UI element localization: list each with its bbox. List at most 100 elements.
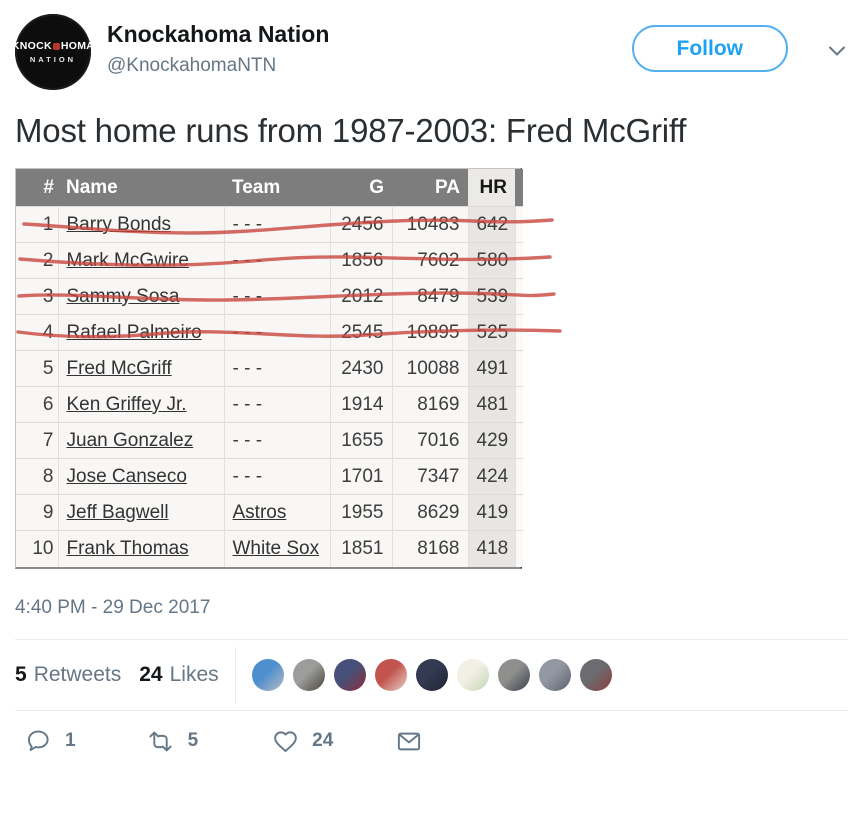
header-controls: Follow: [631, 14, 849, 72]
player-name-cell: Frank Thomas: [57, 530, 224, 567]
player-rank: 7: [16, 422, 58, 459]
player-games: 2430: [329, 350, 392, 387]
avatar-red-emblem-icon: [52, 42, 60, 50]
player-name-cell: Juan Gonzalez: [57, 422, 224, 459]
player-games: 2012: [329, 278, 392, 315]
homerun-table: # Name Team G PA HR 1 Barry Bonds - - - …: [16, 168, 523, 567]
retweet-icon: [148, 731, 172, 752]
player-name-cell: Sammy Sosa: [57, 278, 224, 315]
player-team-cell: - - -: [223, 278, 330, 315]
table-header-row: # Name Team G PA HR: [16, 168, 523, 207]
tweet-image-stats-table[interactable]: # Name Team G PA HR 1 Barry Bonds - - - …: [15, 167, 562, 569]
player-games: 1914: [329, 386, 392, 423]
profile-avatar[interactable]: KNOCK HOMA NATION: [11, 14, 95, 90]
player-pa: 8169: [391, 386, 468, 423]
likes-label: Likes: [169, 662, 219, 686]
col-header-filler: [515, 168, 523, 207]
liker-avatar[interactable]: [292, 658, 325, 691]
player-name-cell: Jeff Bagwell: [57, 494, 224, 531]
liker-avatar[interactable]: [456, 658, 489, 691]
retweet-button[interactable]: 5: [146, 728, 199, 755]
player-games: 1851: [329, 530, 392, 567]
player-team-cell: - - -: [223, 386, 330, 423]
player-name-cell: Barry Bonds: [57, 206, 224, 243]
table-row: 8 Jose Canseco - - - 1701 7347 424: [16, 458, 523, 495]
player-pa: 8629: [391, 494, 468, 531]
row-filler: [514, 278, 523, 315]
player-rank: 2: [16, 242, 58, 279]
player-team-cell: - - -: [223, 206, 330, 243]
player-pa: 7347: [391, 458, 468, 495]
player-team: - - -: [232, 285, 263, 307]
player-name-link: Frank Thomas: [66, 538, 189, 560]
player-team-cell: - - -: [223, 422, 330, 459]
player-rank: 10: [16, 530, 58, 567]
player-name-cell: Jose Canseco: [57, 458, 224, 495]
table-row: 5 Fred McGriff - - - 2430 10088 491: [16, 350, 523, 387]
player-team: - - -: [232, 357, 263, 379]
retweets-stat[interactable]: 5 Retweets: [15, 663, 121, 687]
tweet-card: KNOCK HOMA NATION Knockahoma Nation @Kno…: [11, 14, 849, 755]
player-name-link: Barry Bonds: [66, 213, 172, 235]
player-pa: 8479: [391, 278, 468, 315]
row-filler: [514, 350, 523, 387]
player-team: White Sox: [232, 538, 320, 560]
player-games: 1655: [329, 422, 392, 459]
player-hr: 642: [467, 206, 515, 243]
player-team-cell: Astros: [223, 494, 330, 531]
divider-bottom: [15, 709, 848, 711]
liker-avatar[interactable]: [538, 658, 571, 691]
player-pa: 10895: [391, 314, 468, 351]
col-header-name: Name: [58, 168, 224, 207]
tweet-header: KNOCK HOMA NATION Knockahoma Nation @Kno…: [11, 14, 849, 90]
player-pa: 10483: [391, 206, 468, 243]
liker-avatar[interactable]: [497, 658, 530, 691]
row-filler: [514, 458, 523, 495]
likes-stat[interactable]: 24 Likes: [139, 663, 218, 687]
liker-avatar[interactable]: [251, 658, 284, 691]
row-filler: [514, 494, 523, 531]
player-team: - - -: [232, 213, 263, 235]
liker-avatar[interactable]: [579, 658, 612, 691]
liker-avatar[interactable]: [374, 658, 407, 691]
liker-avatar[interactable]: [333, 658, 366, 691]
player-rank: 6: [16, 386, 58, 423]
player-team-cell: - - -: [223, 314, 330, 351]
player-pa: 10088: [391, 350, 468, 387]
table-row: 7 Juan Gonzalez - - - 1655 7016 429: [16, 422, 523, 459]
avatar-logo-text: KNOCK HOMA: [11, 40, 95, 52]
tweet-timestamp[interactable]: 4:40 PM - 29 Dec 2017: [15, 596, 211, 618]
player-name-link: Jose Canseco: [66, 465, 187, 487]
table-row: 10 Frank Thomas White Sox 1851 8168 418: [16, 530, 523, 567]
col-header-rank: #: [16, 168, 58, 207]
row-filler: [514, 206, 523, 243]
player-games: 2545: [329, 314, 392, 351]
player-rank: 5: [16, 350, 58, 387]
player-rank: 9: [16, 494, 58, 531]
player-team: Astros: [232, 501, 287, 523]
player-name-link: Rafael Palmeiro: [66, 321, 202, 343]
player-team: - - -: [232, 393, 263, 415]
player-games: 2456: [329, 206, 392, 243]
tweet-menu-caret[interactable]: [828, 44, 846, 62]
direct-message-button[interactable]: [395, 728, 423, 755]
chevron-down-icon: [829, 46, 845, 56]
follow-button[interactable]: Follow: [631, 25, 788, 72]
retweet-count: 5: [187, 730, 199, 752]
player-name-link: Ken Griffey Jr.: [66, 393, 187, 415]
player-games: 1856: [329, 242, 392, 279]
reply-count: 1: [65, 730, 76, 752]
reply-button[interactable]: 1: [25, 728, 76, 755]
player-hr: 580: [467, 242, 515, 279]
liker-avatar[interactable]: [415, 658, 448, 691]
user-handle[interactable]: @KnockahomaNTN: [107, 54, 277, 76]
like-button[interactable]: 24: [272, 728, 333, 755]
player-team: - - -: [232, 429, 263, 451]
user-display-name[interactable]: Knockahoma Nation: [107, 21, 330, 47]
player-team: - - -: [232, 249, 263, 271]
table-row: 6 Ken Griffey Jr. - - - 1914 8169 481: [16, 386, 523, 423]
player-hr: 418: [467, 530, 515, 567]
player-name-cell: Ken Griffey Jr.: [57, 386, 224, 423]
player-name-cell: Fred McGriff: [57, 350, 224, 387]
player-team-cell: - - -: [223, 350, 330, 387]
